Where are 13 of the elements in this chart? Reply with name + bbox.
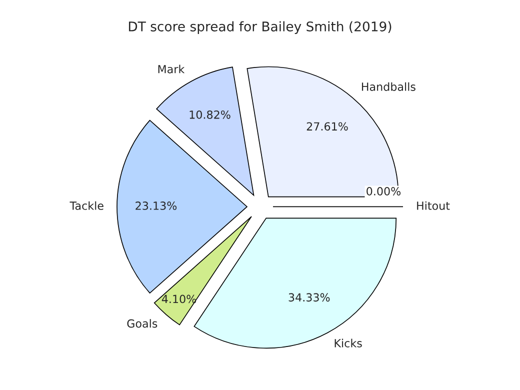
slice-label: Mark [158, 64, 185, 74]
data-label: 23.13% [136, 202, 177, 210]
data-label: 4.10% [162, 294, 196, 304]
data-label: 10.82% [190, 110, 230, 119]
slice-label: Handballs [362, 82, 416, 91]
chart-title: DT score spread for Bailey Smith (2019) [128, 21, 392, 34]
category-label: Hitout [417, 201, 450, 210]
slice-label: Goals [127, 319, 158, 328]
slice-label: Tackle [70, 201, 104, 210]
text: 0.00% [366, 187, 401, 196]
data-label: 34.33% [288, 293, 330, 302]
data-label: 27.61% [306, 122, 348, 131]
slice-label: Kicks [334, 338, 362, 348]
